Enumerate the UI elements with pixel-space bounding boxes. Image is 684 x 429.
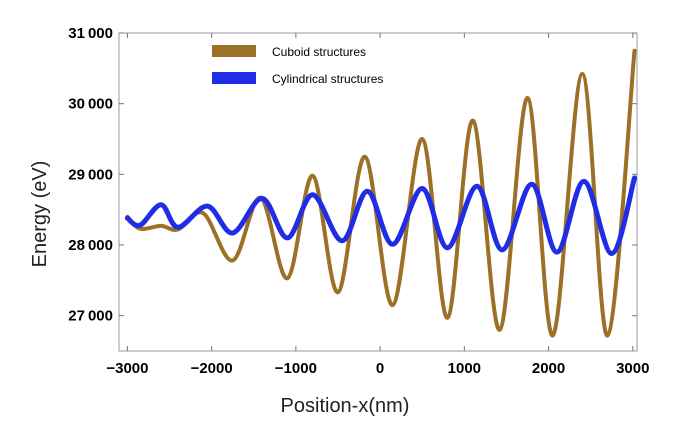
y-tick-label: 30 000	[68, 96, 113, 113]
legend-swatch-cuboid	[212, 45, 256, 57]
data-point	[311, 174, 315, 178]
data-point	[231, 231, 235, 235]
y-axis-title: Energy (eV)	[29, 161, 51, 268]
data-point	[582, 179, 586, 183]
x-tick-label: −3000	[106, 360, 148, 377]
data-point	[500, 248, 504, 252]
plot-frame	[118, 32, 638, 352]
x-axis-title: Position-x(nm)	[281, 395, 410, 417]
x-axis-ticks: −3000 −2000 −1000 0 1000 2000 3000	[106, 33, 649, 377]
data-point	[632, 176, 636, 180]
data-point	[530, 182, 534, 186]
data-point	[340, 239, 344, 243]
x-tick-label: 1000	[448, 360, 481, 377]
data-point	[420, 137, 424, 141]
data-point	[159, 224, 163, 228]
data-point	[526, 96, 530, 100]
legend-swatch-cylindrical	[212, 72, 256, 84]
legend-label-cuboid: Cuboid structures	[272, 45, 366, 59]
data-point	[125, 216, 129, 220]
y-tick-label: 28 000	[68, 237, 113, 254]
data-point	[176, 225, 180, 229]
data-point	[205, 204, 209, 208]
data-point	[311, 193, 315, 197]
data-point	[551, 333, 555, 337]
x-tick-label: 3000	[616, 360, 649, 377]
data-point	[201, 211, 205, 215]
data-point	[580, 72, 584, 76]
data-point	[231, 259, 235, 263]
legend: Cuboid structures Cylindrical structures	[212, 45, 383, 86]
data-point	[445, 246, 449, 250]
y-tick-label: 27 000	[68, 308, 113, 325]
data-point	[363, 155, 367, 159]
data-point	[555, 250, 559, 254]
data-point	[632, 49, 636, 53]
series-cuboid	[125, 48, 637, 338]
data-point	[606, 333, 610, 337]
y-tick-label: 29 000	[68, 166, 113, 183]
data-point	[285, 276, 289, 280]
x-tick-label: −2000	[191, 360, 233, 377]
data-point	[475, 184, 479, 188]
data-point	[391, 303, 395, 307]
data-point	[391, 242, 395, 246]
data-point	[420, 186, 424, 190]
legend-label-cylindrical: Cylindrical structures	[272, 72, 383, 86]
data-point	[498, 328, 502, 332]
data-point	[471, 119, 475, 123]
x-tick-label: 2000	[532, 360, 565, 377]
series-layer	[124, 48, 637, 338]
data-point	[336, 290, 340, 294]
x-tick-label: 0	[376, 360, 384, 377]
data-point	[445, 316, 449, 320]
data-point	[159, 203, 163, 207]
data-point	[138, 223, 142, 227]
data-point	[285, 236, 289, 240]
data-point	[260, 196, 264, 200]
data-point	[610, 251, 614, 255]
y-axis-ticks: 27 000 28 000 29 000 30 000 31 000	[68, 25, 637, 325]
data-point	[138, 227, 142, 231]
x-tick-label: −1000	[275, 360, 317, 377]
y-tick-label: 31 000	[68, 25, 113, 42]
data-point	[365, 189, 369, 193]
